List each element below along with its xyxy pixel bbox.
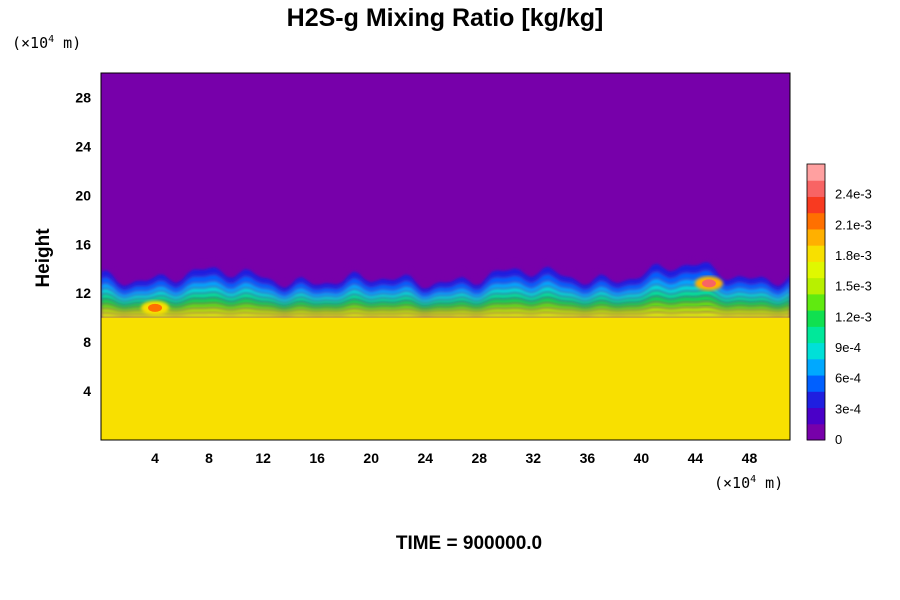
transition-band <box>101 312 790 318</box>
colorbar-swatch <box>807 261 825 279</box>
x-tick-label: 20 <box>363 450 379 466</box>
colorbar-ticks: 0 3e-4 6e-4 9e-4 1.2e-3 1.5e-3 1.8e-3 2.1e-3 2.4… <box>835 187 872 447</box>
colorbar <box>806 163 826 441</box>
x-unit-exponent: 4 <box>750 474 756 485</box>
plot-area <box>101 73 790 440</box>
x-tick-label: 16 <box>309 450 325 466</box>
colorbar-swatch <box>807 358 825 376</box>
transition-band <box>101 277 790 300</box>
colorbar-swatch <box>807 342 825 360</box>
y-tick-label: 24 <box>75 138 91 154</box>
transition-band <box>101 283 790 303</box>
colorbar-swatch <box>807 293 825 311</box>
x-tick-label: 44 <box>688 450 704 466</box>
field-layers <box>101 254 790 440</box>
y-tick-label: 12 <box>75 285 91 301</box>
colorbar-swatch <box>807 310 825 327</box>
interface-wisp <box>101 254 790 288</box>
y-unit-exponent: 4 <box>48 34 54 45</box>
x-unit-suffix: m) <box>756 474 783 492</box>
y-unit-suffix: m) <box>54 34 81 52</box>
transition-band <box>101 261 790 293</box>
x-unit-prefix: (×10 <box>714 474 750 492</box>
transition-band <box>101 295 790 309</box>
colorbar-tick-label: 2.4e-3 <box>835 187 872 202</box>
colorbar-swatch <box>807 407 825 425</box>
x-tick-label: 24 <box>417 450 433 466</box>
hot-spot <box>148 303 163 312</box>
colorbar-swatch <box>807 391 825 409</box>
colorbar-tick-label: 2.1e-3 <box>835 217 872 232</box>
x-tick-label: 8 <box>205 450 213 466</box>
colorbar-swatch <box>807 180 825 197</box>
colorbar-tick-label: 6e-4 <box>835 371 861 386</box>
colorbar-swatch <box>807 228 825 246</box>
x-tick-label: 4 <box>151 450 159 466</box>
y-tick-label: 16 <box>75 236 91 252</box>
y-unit-prefix: (×10 <box>12 34 48 52</box>
hot-spot <box>701 279 716 288</box>
colorbar-tick-label: 9e-4 <box>835 340 861 355</box>
colorbar-swatch <box>807 375 825 392</box>
colorbar-swatch <box>807 212 825 230</box>
x-tick-label: 28 <box>471 450 487 466</box>
y-tick-label: 20 <box>75 187 91 203</box>
transition-band <box>101 289 790 306</box>
y-tick-label: 8 <box>83 334 91 350</box>
colorbar-frame <box>806 163 826 441</box>
x-tick-label: 36 <box>580 450 596 466</box>
colorbar-swatch <box>807 196 825 214</box>
transition-band <box>101 306 790 315</box>
colorbar-swatch <box>807 423 825 441</box>
x-tick-label: 40 <box>634 450 650 466</box>
transition-band <box>101 301 790 312</box>
time-label: TIME = 900000.0 <box>396 533 542 554</box>
x-tick-label: 48 <box>742 450 758 466</box>
x-axis-ticks: 4 8 12 16 20 24 28 32 36 40 44 48 <box>151 450 757 466</box>
x-axis-unit: (×104 m) <box>714 474 783 492</box>
colorbar-tick-label: 1.5e-3 <box>835 279 872 294</box>
plot-frame <box>100 72 791 441</box>
y-axis-label: Height <box>33 228 54 288</box>
x-tick-label: 12 <box>255 450 271 466</box>
x-tick-label: 32 <box>526 450 542 466</box>
y-tick-label: 4 <box>83 383 91 399</box>
colorbar-tick-label: 1.2e-3 <box>835 309 872 324</box>
colorbar-tick-label: 1.8e-3 <box>835 248 872 263</box>
y-tick-label: 28 <box>75 89 91 105</box>
colorbar-swatch <box>807 164 825 181</box>
transition-band <box>101 270 790 297</box>
lower-layer <box>101 317 790 440</box>
y-axis-unit: (×104 m) <box>12 34 81 52</box>
colorbar-tick-label: 0 <box>835 432 842 447</box>
chart-title: H2S-g Mixing Ratio [kg/kg] <box>287 4 604 32</box>
colorbar-swatch <box>807 245 825 262</box>
y-axis-ticks: 4 8 12 16 20 24 28 <box>75 89 91 399</box>
colorbar-tick-label: 3e-4 <box>835 401 861 416</box>
colorbar-swatch <box>807 277 825 295</box>
colorbar-swatch <box>807 326 825 344</box>
